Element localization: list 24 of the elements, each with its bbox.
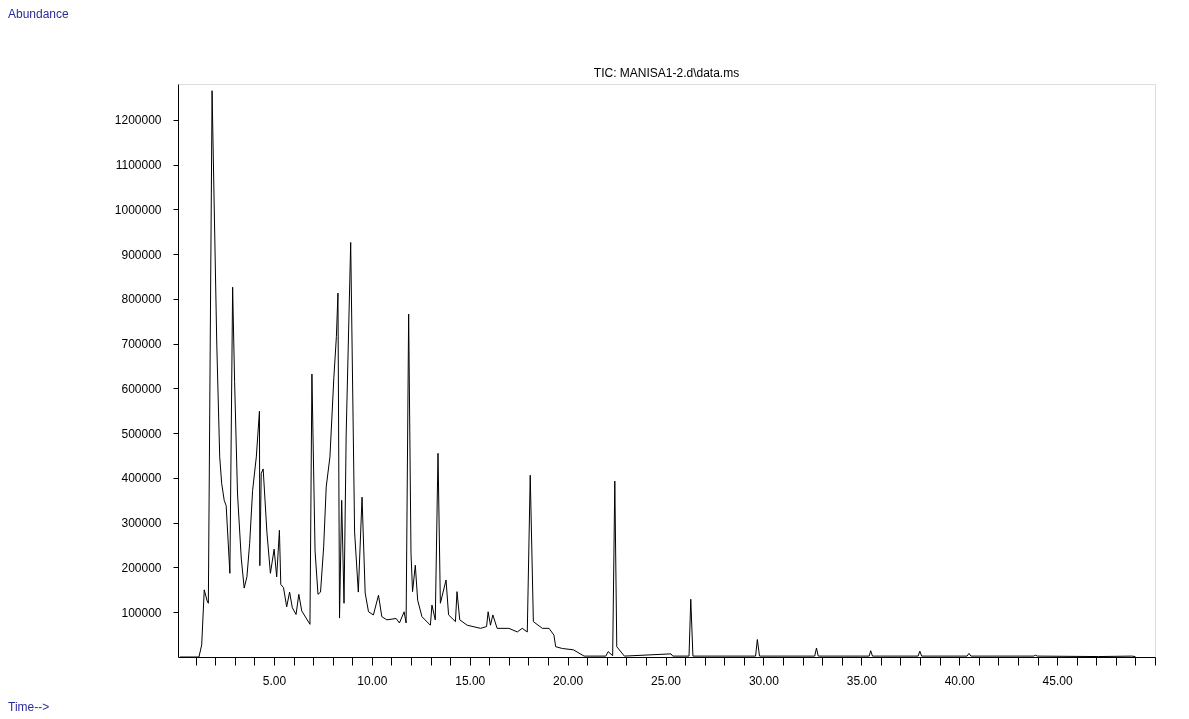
y-tick-label: 500000 xyxy=(121,426,162,441)
y-tick-label: 600000 xyxy=(121,381,162,396)
text: Time--> xyxy=(8,700,50,714)
chart-title: TIC: MANISA1-2.d\data.ms xyxy=(593,66,740,80)
y-tick-label: 1100000 xyxy=(115,158,162,173)
x-tick-label: 30.00 xyxy=(748,673,780,688)
y-tick-label: 1000000 xyxy=(114,202,162,217)
y-tick-label: 800000 xyxy=(121,292,162,307)
y-tick-label: 400000 xyxy=(121,471,162,486)
x-tick-label: 35.00 xyxy=(846,673,878,688)
x-tick-label: 40.00 xyxy=(944,673,976,688)
x-tick-label: 25.00 xyxy=(651,673,682,688)
y-tick-label: 900000 xyxy=(121,247,162,262)
x-tick-label: 10.00 xyxy=(357,673,388,688)
y-tick-label: 300000 xyxy=(121,516,162,531)
x-tick-label: 20.00 xyxy=(553,673,584,688)
x-tick-label: 15.00 xyxy=(455,673,486,688)
y-tick-label: 700000 xyxy=(121,337,162,352)
text: Abundance xyxy=(8,7,70,21)
y-tick-label: 200000 xyxy=(121,560,162,575)
y-tick-label: 100000 xyxy=(121,605,162,620)
x-tick-label: 45.00 xyxy=(1042,673,1073,688)
x-tick-label: 5.00 xyxy=(262,673,287,688)
y-tick-label: 1200000 xyxy=(114,113,162,128)
